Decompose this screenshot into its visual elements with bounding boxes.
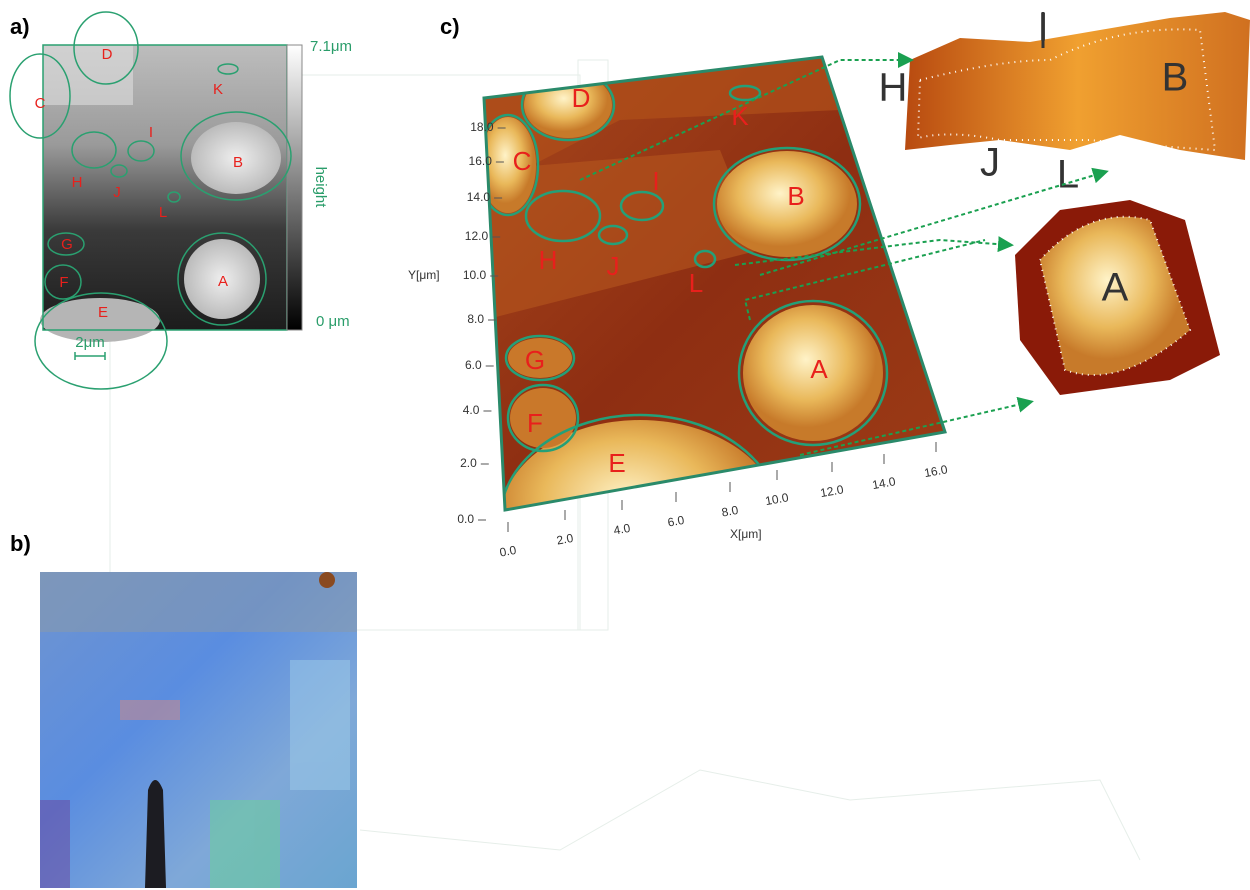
region-label: E	[608, 448, 625, 478]
region-label: H	[72, 174, 83, 191]
region-label: B	[787, 181, 804, 211]
panel-label: c)	[440, 14, 460, 39]
inset-label: L	[1057, 153, 1079, 197]
region-label: J	[607, 251, 620, 281]
y-tick-label: 14.0	[467, 190, 491, 204]
x-tick-label: 6.0	[666, 513, 685, 530]
region-label: G	[61, 236, 73, 253]
scale-bar	[75, 352, 105, 360]
y-axis-label: Y[μm]	[408, 268, 440, 282]
colorbar-label: height	[312, 167, 329, 209]
x-tick-label: 14.0	[871, 474, 897, 492]
y-tick-label: 10.0	[463, 268, 487, 282]
image-region	[43, 45, 133, 105]
x-tick-label: 8.0	[720, 503, 739, 520]
panel-label: b)	[10, 531, 31, 556]
region-label: D	[572, 83, 591, 113]
x-tick-label: 4.0	[612, 521, 631, 538]
region-label: E	[98, 304, 108, 321]
region-label: F	[527, 408, 543, 438]
x-axis-label: X[μm]	[730, 527, 762, 541]
colorbar-min: 0 μm	[316, 313, 350, 330]
x-tick-label: 10.0	[764, 490, 790, 508]
region-label: A	[218, 273, 228, 290]
y-tick-label: 18.0	[470, 120, 494, 134]
y-tick-label: 16.0	[469, 154, 493, 168]
region-label: K	[213, 81, 223, 98]
region-label: H	[539, 245, 558, 275]
x-tick-label: 12.0	[819, 482, 845, 500]
x-tick-label: 2.0	[555, 531, 574, 548]
region-label: A	[810, 354, 828, 384]
x-tick-label: 0.0	[498, 543, 517, 560]
y-tick-label: 0.0	[457, 512, 474, 526]
region-label: I	[149, 124, 153, 141]
scale-bar-label: 2μm	[75, 334, 104, 351]
inset-label: B	[1162, 56, 1189, 100]
inset-surface	[905, 12, 1250, 160]
region-label: C	[35, 95, 46, 112]
inset-label: I	[1037, 6, 1048, 50]
blob	[510, 388, 576, 448]
colorbar-max: 7.1μm	[310, 38, 352, 55]
region-label: D	[102, 46, 113, 63]
y-tick-label: 2.0	[460, 456, 477, 470]
colorbar	[287, 45, 302, 330]
region-label: G	[525, 345, 545, 375]
particle	[319, 572, 335, 588]
region-label: L	[689, 268, 703, 298]
blob	[524, 72, 612, 138]
region-label: J	[113, 184, 121, 201]
region-label: F	[59, 274, 68, 291]
inset-label: A	[1102, 266, 1129, 310]
region-label: B	[233, 154, 243, 171]
y-tick-label: 12.0	[465, 229, 489, 243]
y-tick-label: 6.0	[465, 358, 482, 372]
inset-label: H	[879, 66, 908, 110]
figure: a) 7.1μm 0 μm height 2μm D K C I B H J L G F A E b)…	[0, 0, 1250, 890]
inset-label: J	[980, 141, 1000, 185]
x-tick-label: 16.0	[923, 462, 949, 480]
region-label: C	[513, 146, 532, 176]
region-label: L	[159, 204, 167, 221]
panel-label: a)	[10, 14, 30, 39]
y-tick-label: 4.0	[463, 403, 480, 417]
region-label: I	[652, 166, 659, 196]
y-tick-label: 8.0	[467, 312, 484, 326]
probe-shadow	[145, 780, 166, 888]
